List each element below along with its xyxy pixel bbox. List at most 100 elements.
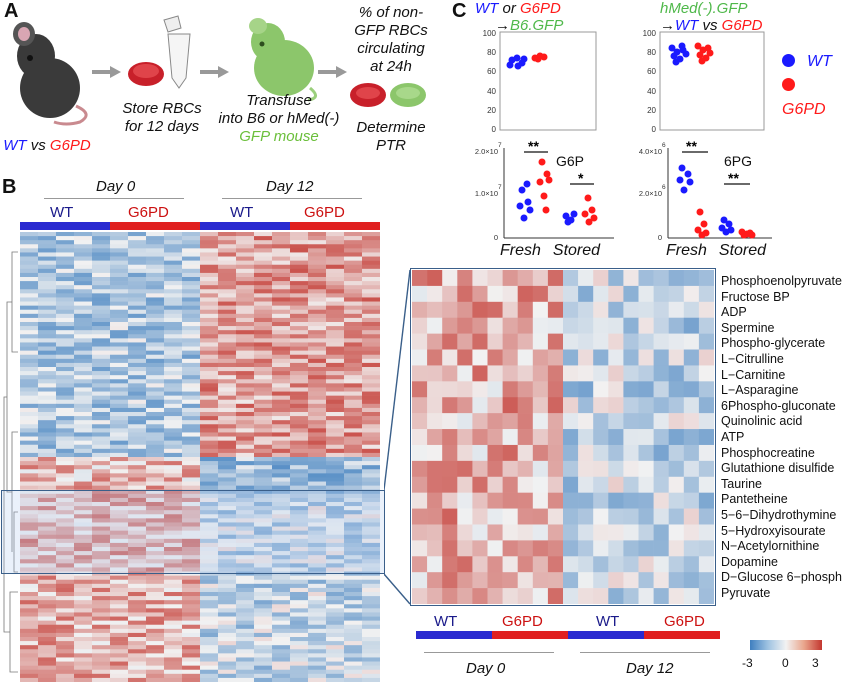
heatmap-cell xyxy=(110,236,129,241)
heatmap-cell xyxy=(182,489,201,495)
heatmap-cell xyxy=(200,412,219,417)
heatmap-cell xyxy=(236,583,255,589)
heatmap-cell xyxy=(272,608,291,613)
heatmap-cell xyxy=(128,252,147,257)
sixpg-xlabels: Fresh Stored xyxy=(666,242,786,260)
heatmap-cell xyxy=(164,677,183,682)
heatmap-cell xyxy=(362,473,380,478)
heatmap-cell xyxy=(20,293,39,298)
heatmap-cell xyxy=(92,403,111,409)
heatmap-cell xyxy=(472,270,488,287)
heatmap-cell xyxy=(254,289,273,294)
heatmap-cell xyxy=(344,489,363,495)
heatmap-cell xyxy=(128,322,147,327)
heatmap-cell xyxy=(326,305,345,311)
heatmap-cell xyxy=(164,440,183,446)
heatmap-cell xyxy=(236,567,255,572)
heatmap-cell xyxy=(308,567,327,572)
day12-label: Day 12 xyxy=(266,178,314,195)
heatmap-cell xyxy=(20,399,39,405)
heatmap-cell xyxy=(110,592,129,597)
heatmap-cell xyxy=(236,338,255,343)
heatmap-cell xyxy=(200,518,219,523)
heatmap-cell xyxy=(344,551,363,556)
heatmap-cell xyxy=(164,391,183,396)
heatmap-cell xyxy=(344,387,363,392)
heatmap-cell xyxy=(272,391,291,396)
heatmap-cell xyxy=(74,657,93,662)
heatmap-cell xyxy=(164,240,183,245)
heatmap-cell xyxy=(272,649,291,654)
heatmap-cell xyxy=(608,285,624,303)
heatmap-cell xyxy=(236,289,255,294)
wt-label: WT xyxy=(475,0,499,17)
heatmap-cell xyxy=(236,579,255,585)
heatmap-cell xyxy=(128,510,147,515)
heatmap-cell xyxy=(200,444,219,450)
heatmap-cell xyxy=(164,379,183,384)
heatmap-cell xyxy=(427,381,443,398)
heatmap-cell xyxy=(164,514,183,519)
heatmap-cell xyxy=(326,268,345,274)
heatmap-cell xyxy=(623,397,639,414)
heatmap-cell xyxy=(128,313,147,319)
heatmap-cell xyxy=(38,522,57,527)
heatmap-cell xyxy=(236,285,255,290)
heatmap-cell xyxy=(502,572,518,589)
heatmap-cell xyxy=(56,641,75,646)
metabolite-label: D−Glucose 6−phosph xyxy=(721,570,842,585)
heatmap-cell xyxy=(74,371,93,376)
heatmap-cell xyxy=(344,461,363,466)
heatmap-cell xyxy=(412,413,428,430)
heatmap-cell xyxy=(290,444,309,450)
heatmap-cell xyxy=(56,534,75,540)
heatmap-cell xyxy=(412,556,428,573)
heatmap-cell xyxy=(457,556,473,573)
heatmap-cell xyxy=(200,420,219,425)
heatmap-cell xyxy=(164,285,183,290)
heatmap-cell xyxy=(653,413,669,430)
heatmap-cell xyxy=(200,268,219,274)
heatmap-cell xyxy=(532,588,549,604)
heatmap-cell xyxy=(110,485,129,491)
heatmap-cell xyxy=(412,572,428,589)
heatmap-cell xyxy=(146,322,165,327)
heatmap-cell xyxy=(442,270,458,287)
heatmap-cell xyxy=(290,322,309,327)
heatmap-cell xyxy=(698,301,714,319)
heatmap-cell xyxy=(668,285,685,303)
heatmap-cell xyxy=(74,330,93,335)
heatmap-cell xyxy=(20,248,39,253)
heatmap-cell xyxy=(344,575,363,581)
ytick-label: 40 xyxy=(487,87,496,96)
heatmap-cell xyxy=(182,338,201,343)
ytick-label: 60 xyxy=(647,67,656,76)
heatmap-cell xyxy=(308,637,327,642)
heatmap-cell xyxy=(326,354,345,360)
heatmap-cell xyxy=(146,383,165,388)
heatmap-cell xyxy=(412,460,428,478)
zoom-day0-label: Day 0 xyxy=(466,660,506,677)
heatmap-cell xyxy=(128,628,147,634)
heatmap-cell xyxy=(236,657,255,662)
transfuse-line-2: into B6 or hMed(-) xyxy=(218,110,340,127)
heatmap-cell xyxy=(623,556,639,573)
heatmap-cell xyxy=(487,444,503,462)
heatmap-cell xyxy=(272,326,291,331)
heatmap-cell xyxy=(164,362,183,368)
heatmap-cell xyxy=(427,556,443,573)
heatmap-cell xyxy=(200,272,219,278)
heatmap-cell xyxy=(74,387,93,392)
heatmap-cell xyxy=(38,297,57,302)
heatmap-cell xyxy=(128,424,147,429)
heatmap-cell xyxy=(128,559,147,564)
heatmap-cell xyxy=(517,285,534,303)
heatmap-cell xyxy=(92,362,111,368)
heatmap-cell xyxy=(218,559,237,564)
heatmap-cell xyxy=(56,297,75,302)
heatmap-cell xyxy=(638,540,654,557)
heatmap-cell xyxy=(254,412,273,417)
heatmap-cell xyxy=(326,575,345,581)
heatmap-cell xyxy=(128,416,147,421)
heatmap-cell xyxy=(487,524,503,541)
